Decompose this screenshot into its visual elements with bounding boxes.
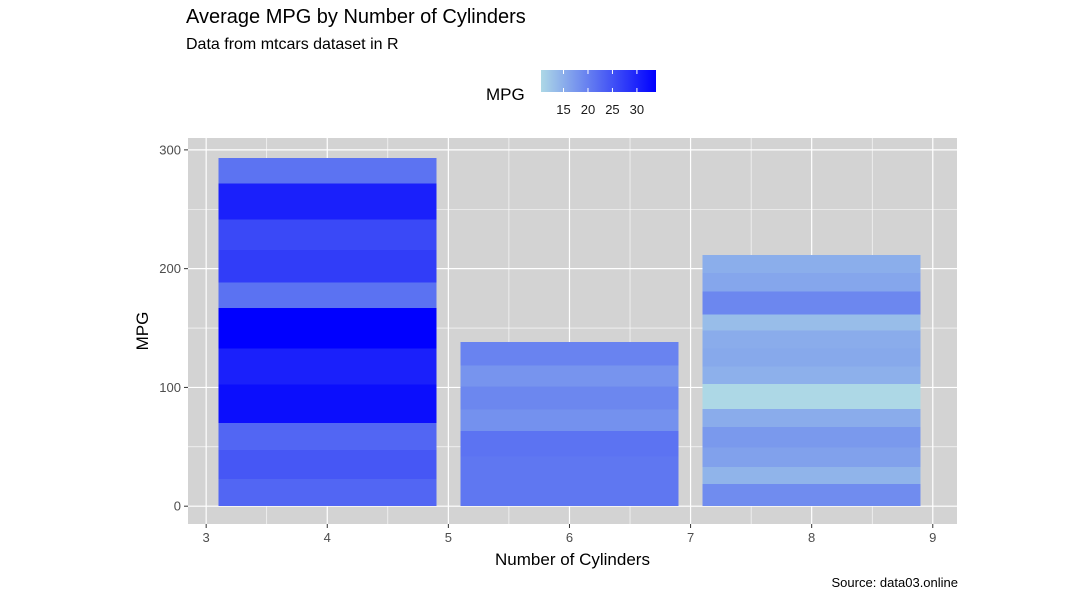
x-tick-label: 9 — [929, 530, 936, 545]
bar-segment — [702, 426, 921, 448]
bar-segment — [218, 423, 437, 451]
bar-segment — [702, 255, 921, 273]
bar-segment — [702, 466, 921, 484]
bar-segment — [218, 384, 437, 424]
legend-tick-label: 15 — [556, 102, 571, 117]
bar-cyl-4 — [218, 157, 437, 507]
bar-segment — [702, 384, 921, 397]
bar-segment — [702, 291, 921, 315]
bar-segment — [218, 282, 437, 309]
y-tick-label: 200 — [159, 261, 181, 276]
bar-segment — [218, 219, 437, 251]
bar-segment — [702, 348, 921, 367]
bar-segment — [460, 342, 679, 366]
legend-colorbar — [541, 70, 656, 92]
bar-segment — [702, 408, 921, 427]
bar-segment — [218, 183, 437, 220]
bar-segment — [460, 456, 679, 482]
chart-subtitle: Data from mtcars dataset in R — [186, 36, 399, 53]
bar-segment — [702, 314, 921, 331]
x-tick-label: 7 — [687, 530, 694, 545]
bar-segment — [702, 272, 921, 292]
bar-segment — [460, 409, 679, 431]
legend-tick-label: 30 — [629, 102, 645, 117]
bar-segment — [702, 366, 921, 385]
y-tick-label: 100 — [159, 380, 181, 395]
x-tick-label: 5 — [445, 530, 452, 545]
chart-title: Average MPG by Number of Cylinders — [186, 6, 526, 28]
x-axis-title: Number of Cylinders — [495, 550, 650, 569]
bar-segment — [218, 479, 437, 507]
chart-caption: Source: data03.online — [831, 575, 958, 590]
bar-segment — [460, 365, 679, 387]
y-tick-label: 300 — [159, 142, 181, 157]
x-tick-label: 6 — [566, 530, 573, 545]
bar-segment — [702, 483, 921, 507]
bar-segment — [218, 450, 437, 480]
bar-segment — [460, 386, 679, 410]
bar-segment — [218, 308, 437, 349]
bar-segment — [218, 157, 437, 184]
bar-segment — [460, 481, 679, 507]
legend-tick-label: 25 — [605, 102, 620, 117]
bar-segment — [460, 430, 679, 457]
bar-segment — [218, 250, 437, 283]
bar-segment — [702, 396, 921, 409]
legend-title: MPG — [486, 85, 525, 104]
bar-cyl-6 — [460, 342, 679, 507]
y-tick-label: 0 — [174, 499, 181, 514]
bar-segment — [702, 447, 921, 467]
legend-tick-label: 20 — [580, 102, 596, 117]
x-tick-label: 8 — [808, 530, 815, 545]
bar-segment — [218, 348, 437, 385]
x-tick-label: 3 — [203, 530, 210, 545]
y-axis-title: MPG — [133, 312, 152, 351]
x-tick-label: 4 — [324, 530, 331, 545]
bar-cyl-8 — [702, 255, 921, 507]
bar-segment — [702, 330, 921, 349]
